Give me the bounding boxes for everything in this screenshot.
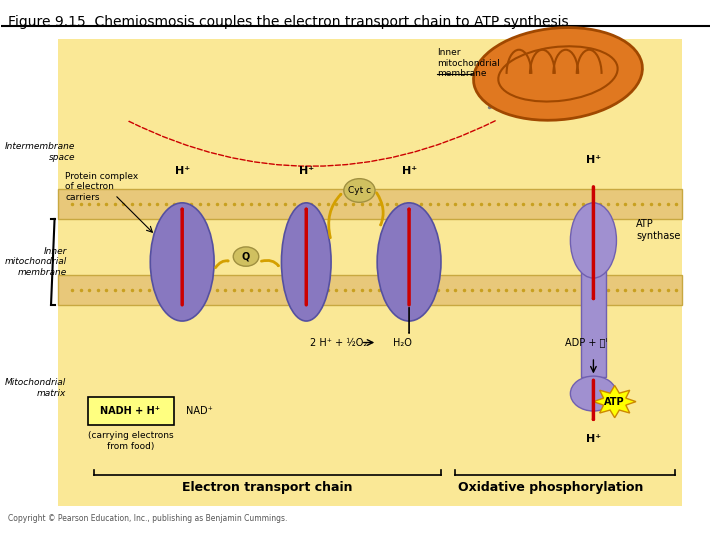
FancyArrowPatch shape <box>215 261 228 268</box>
Circle shape <box>233 247 258 266</box>
Text: Cyt c: Cyt c <box>348 186 371 195</box>
Text: Electron transport chain: Electron transport chain <box>182 481 353 494</box>
Ellipse shape <box>150 203 214 321</box>
Ellipse shape <box>474 28 642 120</box>
Text: NAD⁺: NAD⁺ <box>186 406 212 416</box>
Text: ATP: ATP <box>604 396 625 407</box>
FancyBboxPatch shape <box>580 243 606 377</box>
FancyArrowPatch shape <box>129 121 495 166</box>
Text: H⁺: H⁺ <box>299 166 314 176</box>
Text: Mitochondrial
matrix: Mitochondrial matrix <box>5 379 66 398</box>
Text: Copyright © Pearson Education, Inc., publishing as Benjamin Cummings.: Copyright © Pearson Education, Inc., pub… <box>9 514 288 523</box>
FancyArrowPatch shape <box>377 193 383 225</box>
Ellipse shape <box>377 203 441 321</box>
Text: Oxidative phosphorylation: Oxidative phosphorylation <box>458 481 644 494</box>
Text: 2 H⁺ + ½O₂: 2 H⁺ + ½O₂ <box>310 338 366 348</box>
Text: H⁺: H⁺ <box>175 166 190 176</box>
Text: (carrying electrons
from food): (carrying electrons from food) <box>88 431 174 450</box>
Ellipse shape <box>282 203 331 321</box>
Text: Protein complex
of electron
carriers: Protein complex of electron carriers <box>66 172 138 201</box>
FancyBboxPatch shape <box>58 275 682 305</box>
Text: H⁺: H⁺ <box>402 166 417 176</box>
Text: Inner
mitochondrial
membrane: Inner mitochondrial membrane <box>438 48 500 78</box>
Text: Q: Q <box>242 252 250 261</box>
Text: Intermembrane
space: Intermembrane space <box>5 142 76 161</box>
Text: NADH + H⁺: NADH + H⁺ <box>100 406 161 416</box>
Text: H₂O: H₂O <box>392 338 411 348</box>
Text: H⁺: H⁺ <box>586 155 601 165</box>
FancyBboxPatch shape <box>58 39 682 507</box>
Text: Figure 9.15  Chemiosmosis couples the electron transport chain to ATP synthesis: Figure 9.15 Chemiosmosis couples the ele… <box>9 15 569 29</box>
FancyArrowPatch shape <box>261 260 279 266</box>
Text: H⁺: H⁺ <box>586 434 601 444</box>
FancyBboxPatch shape <box>58 190 682 219</box>
FancyBboxPatch shape <box>88 397 174 425</box>
Ellipse shape <box>570 376 616 411</box>
Polygon shape <box>593 386 636 418</box>
FancyArrowPatch shape <box>329 194 341 238</box>
Text: ATP
synthase: ATP synthase <box>636 219 680 240</box>
Ellipse shape <box>570 203 616 278</box>
Circle shape <box>344 179 375 202</box>
Text: Inner
mitochondrial
membrane: Inner mitochondrial membrane <box>5 247 67 277</box>
Text: ADP + Ⓟᴵ: ADP + Ⓟᴵ <box>565 338 608 348</box>
